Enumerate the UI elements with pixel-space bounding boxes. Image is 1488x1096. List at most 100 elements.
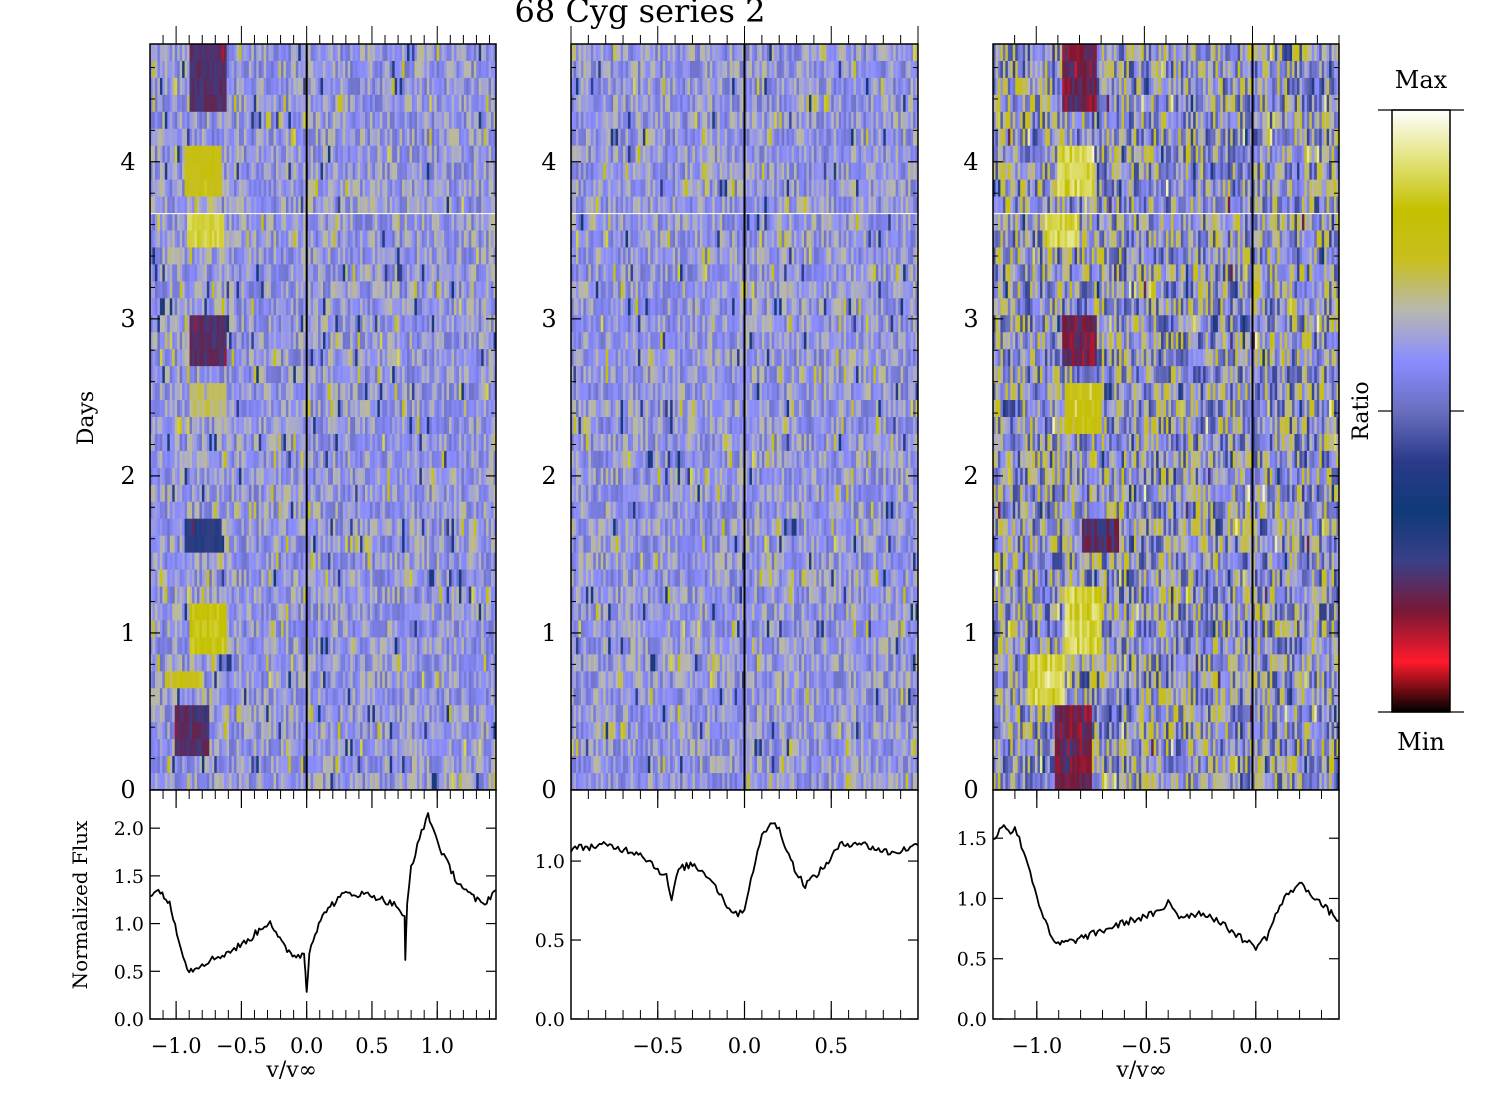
heatmap-cell xyxy=(204,637,208,655)
heatmap-cell xyxy=(486,450,489,469)
heatmap-cell xyxy=(323,77,326,96)
heatmap-cell xyxy=(177,44,181,62)
heatmap-cell xyxy=(352,196,356,214)
heatmap-cell xyxy=(243,60,247,79)
heatmap-cell xyxy=(461,620,465,638)
heatmap-cell xyxy=(231,417,235,435)
heatmap-cell xyxy=(471,145,475,164)
heatmap-cell xyxy=(162,535,166,554)
heatmap-cell xyxy=(468,281,472,299)
heatmap-cell xyxy=(224,366,228,384)
heatmap-cell xyxy=(473,535,477,554)
heatmap-cell xyxy=(288,484,292,503)
heatmap-cell xyxy=(345,400,349,418)
heatmap-cell xyxy=(478,383,482,401)
heatmap-cell xyxy=(357,518,361,537)
heatmap-cell xyxy=(424,569,428,587)
heatmap-cell xyxy=(187,332,190,350)
heatmap-cell xyxy=(285,400,289,418)
heatmap-cell xyxy=(407,162,410,181)
heatmap-cell xyxy=(187,620,190,638)
heatmap-cell xyxy=(177,264,181,282)
heatmap-cell xyxy=(189,569,193,587)
heatmap-cell xyxy=(150,111,153,130)
heatmap-cell xyxy=(382,315,386,333)
heatmap-cell xyxy=(446,230,450,248)
heatmap-cell xyxy=(214,128,218,147)
heatmap-cell xyxy=(192,586,195,604)
heatmap-cell xyxy=(394,162,398,181)
heatmap-cell xyxy=(246,569,250,587)
heatmap-cell xyxy=(424,94,428,113)
heatmap-cell xyxy=(441,569,445,587)
heatmap-cell xyxy=(407,128,410,147)
heatmap-cell xyxy=(256,400,260,418)
heatmap-cell xyxy=(478,94,482,113)
heatmap-cell xyxy=(360,230,363,248)
heatmap-cell xyxy=(466,620,470,638)
heatmap-cell xyxy=(285,111,289,130)
heatmap-cell xyxy=(182,484,185,503)
heatmap-cell xyxy=(194,60,198,79)
heatmap-cell xyxy=(184,518,188,537)
heatmap-cell xyxy=(150,128,153,147)
heatmap-cell xyxy=(221,417,225,435)
heatmap-cell xyxy=(219,332,223,350)
heatmap-cell xyxy=(402,467,405,486)
heatmap-cell xyxy=(285,467,289,486)
heatmap-cell xyxy=(444,383,447,401)
heatmap-cell xyxy=(315,467,319,486)
heatmap-cell xyxy=(404,552,408,570)
heatmap-cell xyxy=(382,111,386,130)
heatmap-cell xyxy=(293,366,297,384)
heatmap-cell xyxy=(211,637,215,655)
heatmap-cell xyxy=(453,620,457,638)
heatmap-cell xyxy=(441,298,445,316)
heatmap-cell xyxy=(154,603,158,621)
heatmap-cell xyxy=(216,111,220,130)
heatmap-cell xyxy=(256,620,260,638)
heatmap-cell xyxy=(389,162,393,181)
heatmap-cell xyxy=(150,450,153,469)
heatmap-cell xyxy=(441,162,445,181)
heatmap-cell xyxy=(372,230,376,248)
heatmap-cell xyxy=(243,366,247,384)
heatmap-cell xyxy=(394,383,398,401)
heatmap-cell xyxy=(253,162,257,181)
heatmap-cell xyxy=(441,433,445,452)
heatmap-cell xyxy=(169,569,173,587)
heatmap-cell xyxy=(352,145,356,164)
heatmap-cell xyxy=(402,383,405,401)
heatmap-cell xyxy=(379,620,383,638)
heatmap-cell xyxy=(355,213,358,231)
heatmap-cell xyxy=(340,552,344,570)
heatmap-cell xyxy=(199,230,203,248)
heatmap-cell xyxy=(389,179,393,197)
heatmap-cell xyxy=(162,230,166,248)
heatmap-cell xyxy=(308,433,312,452)
heatmap-cell xyxy=(429,518,433,537)
heatmap-cell xyxy=(458,128,462,147)
heatmap-cell xyxy=(285,128,289,147)
heatmap-cell xyxy=(389,44,393,62)
heatmap-cell xyxy=(150,332,153,350)
heatmap-cell xyxy=(332,94,336,113)
heatmap-cell xyxy=(313,315,316,333)
heatmap-cell xyxy=(347,111,351,130)
heatmap-cell xyxy=(483,332,487,350)
heatmap-cell xyxy=(493,518,497,537)
heatmap-cell xyxy=(221,111,225,130)
heatmap-cell xyxy=(194,433,198,452)
heatmap-cell xyxy=(236,383,240,401)
heatmap-cell xyxy=(340,467,344,486)
heatmap-cell xyxy=(384,569,388,587)
heatmap-cell xyxy=(488,281,492,299)
heatmap-cell xyxy=(389,128,393,147)
heatmap-cell xyxy=(483,535,487,554)
heatmap-cell xyxy=(387,586,391,604)
heatmap-cell xyxy=(369,247,373,265)
heatmap-cell xyxy=(476,128,480,147)
heatmap-cell xyxy=(392,298,396,316)
heatmap-cell xyxy=(449,450,452,469)
heatmap-cell xyxy=(179,145,183,164)
